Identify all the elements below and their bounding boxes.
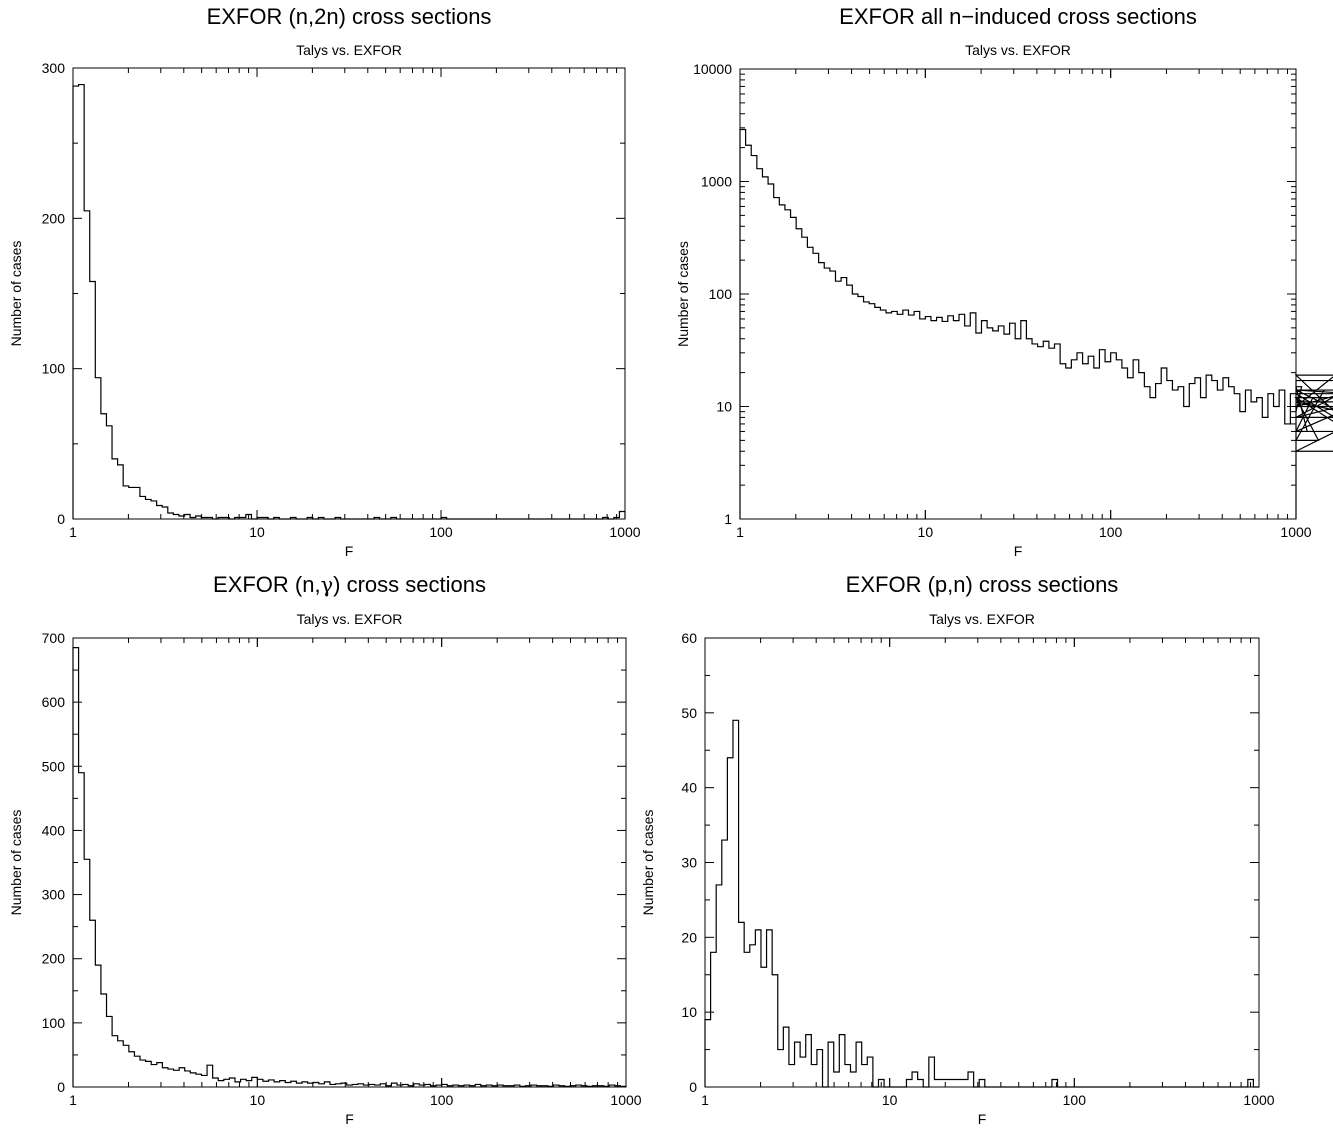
- y-axis-label: Number of cases: [8, 241, 24, 347]
- y-tick-label: 400: [42, 822, 66, 838]
- chart-subtitle: Talys vs. EXFOR: [297, 611, 403, 627]
- y-axis-label: Number of cases: [8, 810, 24, 916]
- y-tick-label: 50: [681, 705, 697, 721]
- x-axis-label: F: [345, 1111, 354, 1127]
- plot-frame: [739, 68, 1297, 520]
- x-tick-label: 1: [69, 524, 77, 540]
- y-tick-label: 600: [42, 694, 66, 710]
- y-tick-label: 1000: [701, 174, 732, 190]
- chart-panel-4: EXFOR (p,n) cross sections Talys vs. EXFO…: [640, 572, 1275, 1127]
- histogram-series: [72, 83, 626, 520]
- y-tick-label: 0: [689, 1079, 697, 1095]
- chart-subtitle: Talys vs. EXFOR: [929, 611, 1035, 627]
- histogram-series: [72, 647, 627, 1087]
- histogram-series: [739, 128, 1333, 519]
- chart-title-part: γ: [321, 573, 334, 597]
- plot-frame: [704, 637, 1260, 1088]
- y-tick-label: 10: [716, 399, 732, 415]
- x-axis-label: F: [1014, 543, 1023, 559]
- plot-frame: [72, 67, 626, 520]
- x-tick-label: 100: [1099, 524, 1123, 540]
- x-tick-label: 10: [249, 524, 265, 540]
- chart-title-part: EXFOR (p,n) cross sections: [846, 572, 1119, 597]
- x-tick-label: 1: [736, 524, 744, 540]
- y-tick-label: 200: [42, 951, 66, 967]
- x-tick-label: 1: [701, 1092, 709, 1108]
- chart-title: EXFOR (n,γ) cross sections: [213, 572, 486, 597]
- x-tick-label: 1000: [610, 1092, 641, 1108]
- chart-title-part: EXFOR (n,: [213, 572, 321, 597]
- x-tick-label: 10: [882, 1092, 898, 1108]
- y-tick-label: 100: [42, 1015, 66, 1031]
- y-tick-label: 500: [42, 758, 66, 774]
- chart-subtitle: Talys vs. EXFOR: [965, 42, 1071, 58]
- y-tick-label: 300: [42, 887, 66, 903]
- y-tick-label: 10000: [693, 61, 732, 77]
- x-tick-label: 10: [918, 524, 934, 540]
- x-tick-label: 1000: [1280, 524, 1311, 540]
- y-tick-label: 0: [57, 511, 65, 527]
- chart-title-part: EXFOR (n,2n) cross sections: [207, 4, 492, 29]
- y-tick-label: 1: [724, 511, 732, 527]
- y-tick-label: 60: [681, 630, 697, 646]
- y-tick-label: 20: [681, 929, 697, 945]
- y-tick-label: 40: [681, 780, 697, 796]
- chart-title-part: EXFOR all n−induced cross sections: [839, 4, 1197, 29]
- y-tick-label: 100: [42, 361, 66, 377]
- x-tick-label: 1: [69, 1092, 77, 1108]
- chart-title: EXFOR (p,n) cross sections: [846, 572, 1119, 597]
- y-axis-label: Number of cases: [640, 810, 656, 916]
- plot-frame: [72, 637, 627, 1088]
- y-tick-label: 700: [42, 630, 66, 646]
- chart-panel-1: EXFOR (n,2n) cross sections Talys vs. EXF…: [8, 4, 641, 559]
- y-tick-label: 10: [681, 1004, 697, 1020]
- x-tick-label: 10: [250, 1092, 266, 1108]
- chart-panel-3: EXFOR (n,γ) cross sections Talys vs. EXFO…: [8, 572, 642, 1127]
- y-tick-label: 300: [42, 60, 66, 76]
- x-axis-label: F: [345, 543, 354, 559]
- chart-title: EXFOR (n,2n) cross sections: [207, 4, 492, 29]
- x-tick-label: 100: [430, 1092, 454, 1108]
- y-tick-label: 30: [681, 855, 697, 871]
- chart-panel-2: EXFOR all n−induced cross sections Talys …: [675, 4, 1333, 559]
- chart-title: EXFOR all n−induced cross sections: [839, 4, 1197, 29]
- x-axis-label: F: [978, 1111, 987, 1127]
- y-tick-label: 0: [57, 1079, 65, 1095]
- y-tick-label: 200: [42, 210, 66, 226]
- y-tick-label: 100: [709, 286, 733, 302]
- chart-subtitle: Talys vs. EXFOR: [296, 42, 402, 58]
- y-axis-label: Number of cases: [675, 241, 691, 347]
- x-tick-label: 100: [429, 524, 453, 540]
- chart-title-part: ) cross sections: [333, 572, 486, 597]
- x-tick-label: 1000: [1243, 1092, 1274, 1108]
- histogram-series: [704, 719, 1259, 1088]
- x-tick-label: 1000: [609, 524, 640, 540]
- x-tick-label: 100: [1063, 1092, 1087, 1108]
